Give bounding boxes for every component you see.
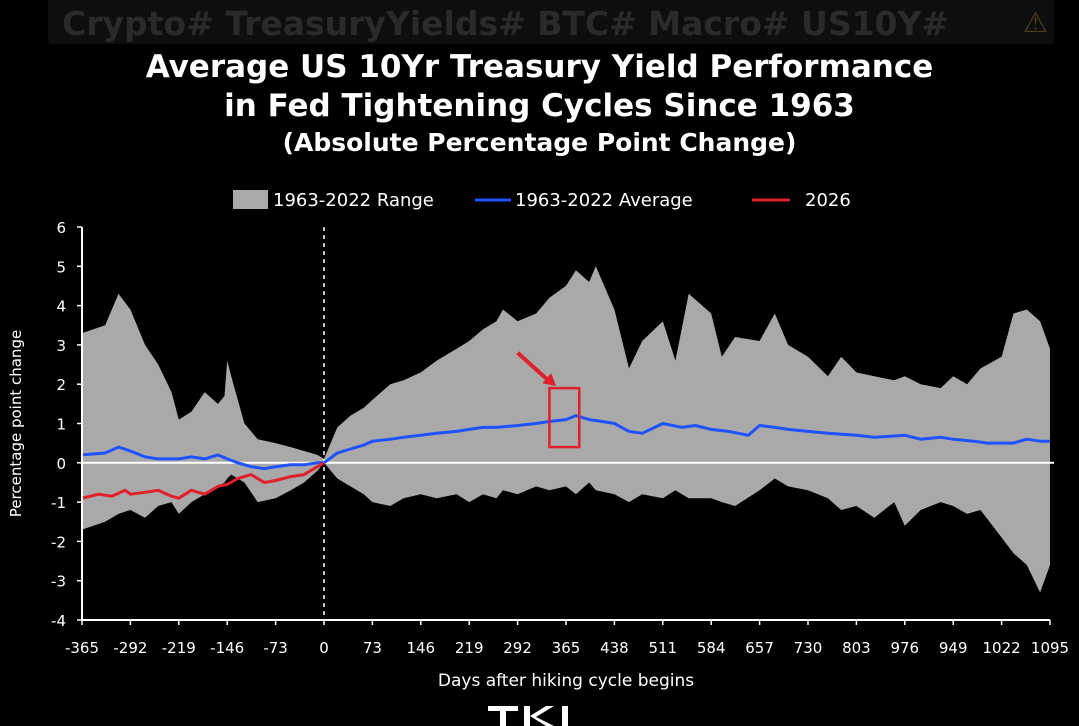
legend-label-range: 1963-2022 Range [273, 190, 434, 211]
x-tick-label: 803 [842, 639, 871, 657]
y-axis-label: Percentage point change [7, 330, 25, 517]
annotation-box [548, 386, 581, 449]
x-tick-label: 511 [648, 639, 677, 657]
chart-title: Average US 10Yr Treasury Yield Performan… [145, 49, 934, 85]
y-tick-label: 1 [56, 416, 66, 434]
x-tick-label: 438 [600, 639, 629, 657]
y-tick-label: -2 [51, 533, 66, 551]
chart-title-block: Average US 10Yr Treasury Yield Performan… [0, 48, 1079, 160]
series-line-average [81, 414, 1050, 471]
y-tick-label: -1 [51, 494, 66, 512]
legend-label-2026: 2026 [805, 190, 851, 211]
x-tick-label: 219 [455, 639, 484, 657]
x-tick-label: 657 [745, 639, 774, 657]
hashtag-overlay: Crypto# TreasuryYields# BTC# Macro# US10… [48, 0, 1054, 44]
x-tick-label: 976 [890, 639, 919, 657]
hashtag-text: Crypto# TreasuryYields# BTC# Macro# US10… [62, 4, 950, 43]
x-tick-label: 292 [503, 639, 532, 657]
y-tick-label: 0 [56, 455, 66, 473]
x-tick-label: -146 [210, 639, 244, 657]
y-tick-label: 6 [56, 219, 66, 237]
chart-title-line2: in Fed Tightening Cycles Since 1963 [224, 88, 855, 124]
x-tick-label: 730 [794, 639, 823, 657]
annotation-arrow [516, 351, 550, 382]
x-tick-label: -219 [162, 639, 196, 657]
x-tick-label: 1022 [983, 639, 1021, 657]
x-tick-label: -365 [65, 639, 99, 657]
annotation-arrow-head [542, 373, 557, 387]
x-tick-label: 1095 [1031, 639, 1069, 657]
x-tick-label: 73 [363, 639, 382, 657]
tag-icon: ⚠ [1022, 6, 1048, 39]
y-tick-label: 4 [56, 298, 66, 316]
brand-logo [488, 706, 568, 726]
legend-label-average: 1963-2022 Average [515, 190, 693, 211]
x-tick-label: 0 [319, 639, 329, 657]
x-axis-label: Days after hiking cycle begins [438, 671, 694, 691]
y-tick-label: -4 [51, 612, 66, 630]
x-tick-label: -292 [113, 639, 147, 657]
range-band [82, 266, 1050, 593]
x-tick-label: 365 [552, 639, 581, 657]
series-line-2026 [81, 461, 325, 500]
legend-swatch-range [233, 190, 268, 209]
y-tick-label: -3 [51, 573, 66, 591]
chart-subtitle: (Absolute Percentage Point Change) [282, 128, 797, 157]
y-tick-label: 2 [56, 376, 66, 394]
x-tick-label: 146 [406, 639, 435, 657]
x-tick-label: -73 [263, 639, 288, 657]
y-tick-label: 5 [56, 258, 66, 276]
y-tick-label: 3 [56, 337, 66, 355]
x-tick-label: 584 [697, 639, 726, 657]
x-tick-label: 949 [939, 639, 968, 657]
